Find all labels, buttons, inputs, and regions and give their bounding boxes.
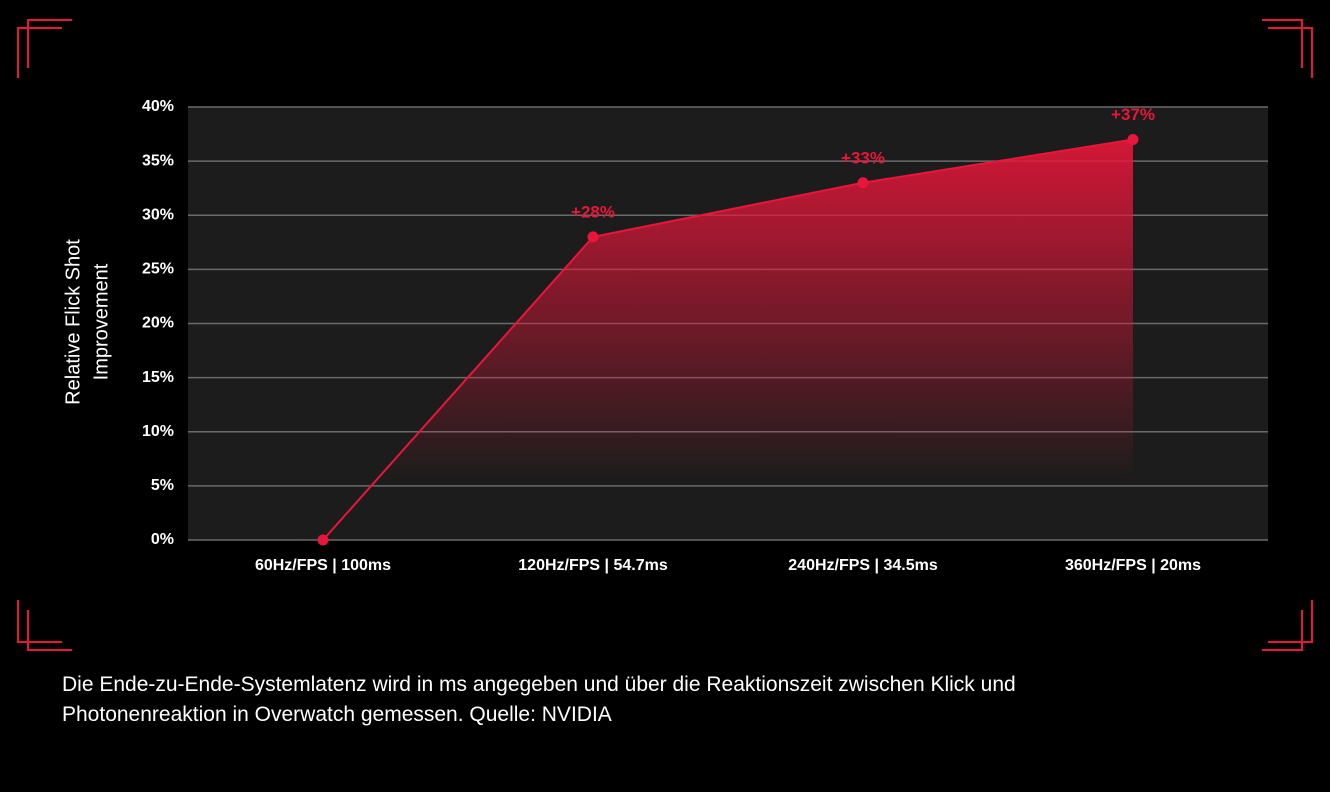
line — [322, 138, 1134, 541]
y-axis-label: Relative Flick Shot — [62, 239, 84, 405]
chart: Relative Flick Shot Improvement 0% 5% 10% 1… — [17, 19, 1313, 651]
data-label: +28% — [571, 202, 615, 221]
data-label: +37% — [1111, 105, 1155, 124]
y-tick-label: 35% — [142, 152, 174, 169]
x-tick-label: 240Hz/FPS | 34.5ms — [788, 557, 938, 574]
y-tick-label: 5% — [151, 477, 174, 494]
y-tick-label: 10% — [142, 423, 174, 440]
data-point — [317, 534, 329, 546]
data-point — [857, 177, 869, 189]
data-label: +33% — [841, 148, 885, 167]
x-tick-label: 360Hz/FPS | 20ms — [1065, 557, 1201, 574]
y-tick-label: 40% — [142, 98, 174, 115]
caption: Die Ende-zu-Ende-Systemlatenz wird in ms… — [62, 673, 1016, 696]
data-point — [1127, 133, 1139, 145]
y-tick-label: 0% — [151, 531, 174, 548]
y-tick-label: 25% — [142, 261, 174, 278]
corner-brackets — [17, 19, 1313, 651]
x-tick-label: 120Hz/FPS | 54.7ms — [518, 557, 668, 574]
y-tick-label: 30% — [142, 206, 174, 223]
area-fill — [323, 139, 1133, 540]
y-axis-label: Improvement — [90, 263, 112, 380]
x-tick-label: 60Hz/FPS | 100ms — [255, 557, 391, 574]
y-tick-label: 15% — [142, 369, 174, 386]
caption: Photonenreaktion in Overwatch gemessen. … — [62, 703, 612, 726]
y-tick-label: 20% — [142, 315, 174, 332]
data-point — [587, 231, 599, 243]
